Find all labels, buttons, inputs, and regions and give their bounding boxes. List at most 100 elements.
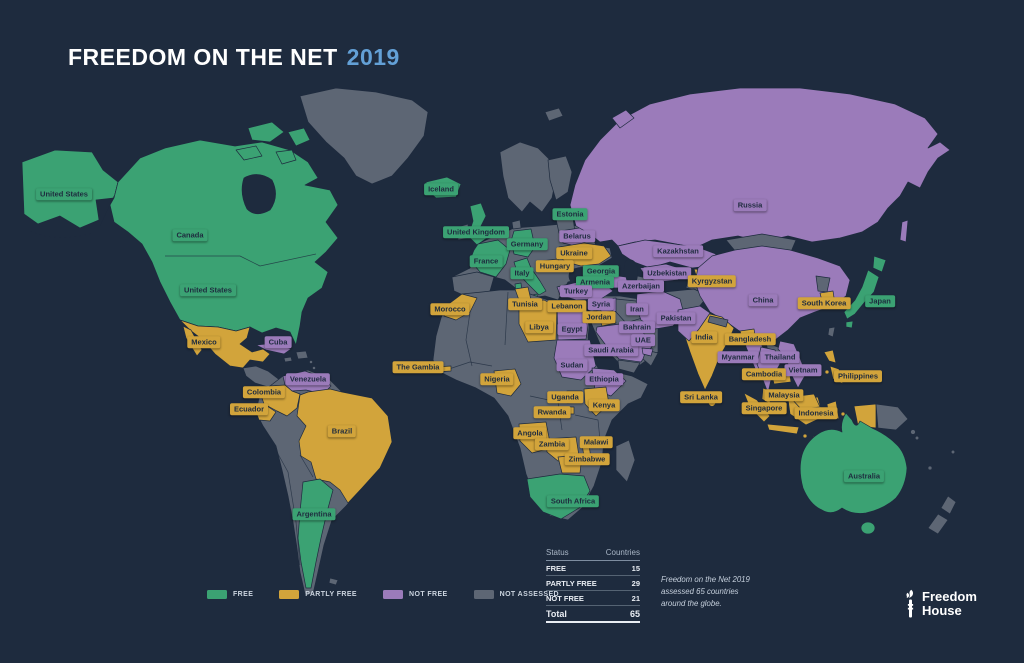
stats-total-value: 65 <box>629 609 640 619</box>
country-label-cambodia: Cambodia <box>741 368 787 380</box>
country-label-lebanon: Lebanon <box>547 300 587 312</box>
stats-col-status: Status <box>546 548 569 557</box>
arctic-island <box>235 145 263 161</box>
country-label-germany: Germany <box>506 238 548 250</box>
footnote-line: around the globe. <box>661 599 722 609</box>
country-label-bahrain: Bahrain <box>619 321 655 333</box>
country-label-azerbaijan: Azerbaijan <box>618 280 664 292</box>
country-label-cuba: Cuba <box>264 336 292 348</box>
country-label-ethiopia: Ethiopia <box>585 373 623 385</box>
border-us-canada <box>165 253 317 267</box>
country-label-morocco: Morocco <box>430 303 470 315</box>
country-label-thailand: Thailand <box>760 351 800 363</box>
country-uae <box>641 347 654 357</box>
country-label-libya: Libya <box>525 321 553 333</box>
footnote-line: Freedom on the Net 2019 <box>661 575 750 584</box>
country-brazil <box>296 388 393 504</box>
country-label-ecuador: Ecuador <box>229 403 269 415</box>
legend-item-not_free: NOT FREE <box>383 590 448 599</box>
legend-label: FREE <box>233 591 254 598</box>
pacific-island <box>950 449 956 455</box>
map-south-america <box>255 369 393 595</box>
stats-row-value: 29 <box>631 579 640 588</box>
hudson-bay <box>241 174 276 215</box>
country-label-mexico: Mexico <box>187 336 221 348</box>
country-argentina <box>297 478 334 589</box>
country-label-russia: Russia <box>733 199 767 211</box>
aleutian-islands <box>29 230 93 238</box>
indonesian-island <box>802 433 808 439</box>
country-label-ukraine: Ukraine <box>556 247 592 259</box>
legend-item-free: FREE <box>207 590 253 599</box>
country-label-australia: Australia <box>843 470 885 482</box>
country-label-egypt: Egypt <box>557 323 587 335</box>
map-oceania <box>799 412 957 535</box>
tasmania <box>860 521 876 535</box>
legend-label: PARTLY FREE <box>305 591 358 598</box>
country-label-argentina: Argentina <box>292 508 336 520</box>
stats-total-label: Total <box>546 609 567 619</box>
border-peru-chile <box>261 424 301 566</box>
country-label-italy: Italy <box>510 267 534 279</box>
country-japan-hokkaido <box>872 255 887 273</box>
country-label-georgia: Georgia <box>582 265 620 277</box>
country-label-japan: Japan <box>865 295 895 307</box>
title-year: 2019 <box>346 44 400 70</box>
border-tanzania <box>574 414 601 441</box>
country-label-vietnam: Vietnam <box>784 364 822 376</box>
country-label-estonia: Estonia <box>552 208 588 220</box>
country-label-nigeria: Nigeria <box>480 373 514 385</box>
logo-line2: House <box>922 603 962 618</box>
country-label-kazakhstan: Kazakhstan <box>653 245 703 257</box>
country-label-colombia: Colombia <box>242 386 286 398</box>
stats-table: Status Countries FREE 15 PARTLY FREE 29 NOT … <box>546 548 640 623</box>
border-alaska-canada <box>99 195 115 227</box>
new-zealand-south <box>927 513 949 535</box>
country-label-armenia: Armenia <box>575 276 615 288</box>
antilles-island <box>312 366 316 370</box>
country-label-angola: Angola <box>513 427 547 439</box>
footnote-line: assessed 65 countries <box>661 587 739 597</box>
legend-swatch-free <box>207 590 227 599</box>
country-label-the-gambia: The Gambia <box>392 361 444 373</box>
philippine-island <box>824 369 830 375</box>
stats-total-row: Total 65 <box>546 606 640 623</box>
legend-item-partly_free: PARTLY FREE <box>279 590 357 599</box>
country-canada-usa <box>109 139 339 346</box>
country-label-iceland: Iceland <box>424 183 458 195</box>
stats-row-value: 15 <box>631 564 640 573</box>
country-label-pakistan: Pakistan <box>656 312 696 324</box>
torch-icon <box>906 589 914 618</box>
title-main: FREEDOM ON THE NET <box>68 44 338 70</box>
legend-swatch-partly_free <box>279 590 300 599</box>
country-label-south-africa: South Africa <box>546 495 600 507</box>
country-label-brazil: Brazil <box>327 425 357 437</box>
nepal <box>707 315 729 328</box>
legend-item-not_assessed: NOT ASSESSED <box>473 590 559 599</box>
stats-header: Status Countries <box>546 548 640 561</box>
novaya-zemlya <box>611 109 635 129</box>
denmark <box>511 219 522 230</box>
stats-row-label: PARTLY FREE <box>546 579 597 588</box>
country-russia <box>569 87 951 249</box>
country-label-india: India <box>691 331 717 343</box>
country-label-uzbekistan: Uzbekistan <box>643 267 691 279</box>
hispaniola <box>295 350 309 360</box>
falkland-islands <box>328 577 339 586</box>
country-label-turkey: Turkey <box>559 285 593 297</box>
stats-row-value: 21 <box>631 594 640 603</box>
country-label-zimbabwe: Zimbabwe <box>564 453 610 465</box>
country-label-canada: Canada <box>172 229 208 241</box>
country-label-kyrgyzstan: Kyrgyzstan <box>687 275 737 287</box>
country-label-kenya: Kenya <box>588 399 620 411</box>
country-label-indonesia: Indonesia <box>794 407 838 419</box>
country-label-iran: Iran <box>626 303 648 315</box>
madagascar <box>615 439 636 483</box>
country-label-singapore: Singapore <box>741 402 787 414</box>
country-label-bangladesh: Bangladesh <box>724 333 776 345</box>
country-japan-kyushu <box>845 320 854 329</box>
country-label-south-korea: South Korea <box>797 297 851 309</box>
scandinavia <box>499 141 557 213</box>
country-greenland <box>299 87 429 185</box>
